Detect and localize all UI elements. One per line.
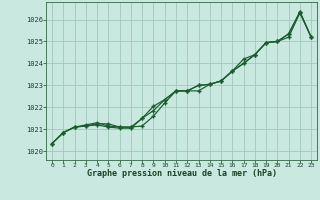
X-axis label: Graphe pression niveau de la mer (hPa): Graphe pression niveau de la mer (hPa) [87,169,276,178]
